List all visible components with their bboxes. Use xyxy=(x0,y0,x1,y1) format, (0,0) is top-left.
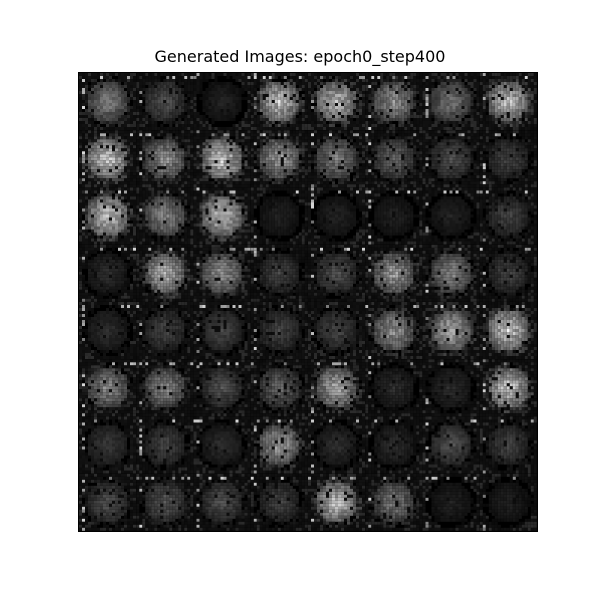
generated-image-tile xyxy=(365,359,423,417)
generated-image-tile xyxy=(479,73,537,130)
generated-image-tile xyxy=(79,302,136,359)
generated-image-tile xyxy=(193,416,251,474)
generated-image-tile xyxy=(193,187,251,245)
generated-image-tile xyxy=(250,244,308,302)
generated-image-tile xyxy=(422,359,480,417)
generated-image-tile xyxy=(193,130,251,188)
generated-image-tile xyxy=(422,73,480,130)
generated-image-tile xyxy=(479,244,537,302)
generated-image-tile xyxy=(193,244,251,302)
generated-image-tile xyxy=(193,359,251,417)
generated-image-tile xyxy=(365,244,423,302)
generated-image-tile xyxy=(250,416,308,474)
generated-image-tile xyxy=(422,302,480,359)
generated-image-tile xyxy=(250,302,308,359)
generated-image-tile xyxy=(479,187,537,245)
generated-image-tile xyxy=(365,130,423,188)
generated-image-tile xyxy=(193,302,251,359)
generated-image-tile xyxy=(308,244,365,302)
generated-image-tile xyxy=(136,359,194,417)
generated-image-tile xyxy=(479,416,537,474)
generated-image-tile xyxy=(308,302,365,359)
generated-image-tile xyxy=(79,187,136,245)
generated-image-tile xyxy=(479,302,537,359)
generated-image-tile xyxy=(365,73,423,130)
generated-image-tile xyxy=(136,73,194,130)
generated-image-tile xyxy=(422,416,480,474)
generated-image-tile xyxy=(136,473,194,531)
generated-image-tile xyxy=(308,416,365,474)
generated-image-tile xyxy=(308,359,365,417)
generated-image-tile xyxy=(79,416,136,474)
generated-image-tile xyxy=(422,473,480,531)
generated-image-tile xyxy=(422,130,480,188)
generated-image-tile xyxy=(79,473,136,531)
generated-image-tile xyxy=(422,187,480,245)
generated-image-tile xyxy=(365,187,423,245)
generated-image-tile xyxy=(308,130,365,188)
generated-image-tile xyxy=(365,302,423,359)
generated-image-tile xyxy=(79,130,136,188)
generated-image-tile xyxy=(479,130,537,188)
figure-title: Generated Images: epoch0_step400 xyxy=(0,46,600,68)
generated-image-tile xyxy=(479,359,537,417)
generated-image-tile xyxy=(250,73,308,130)
generated-image-tile xyxy=(136,416,194,474)
generated-image-tile xyxy=(79,244,136,302)
generated-image-tile xyxy=(79,73,136,130)
generated-image-tile xyxy=(136,130,194,188)
generated-image-tile xyxy=(422,244,480,302)
generated-image-tile xyxy=(136,302,194,359)
generated-image-tile xyxy=(308,187,365,245)
generated-image-tile xyxy=(479,473,537,531)
generated-images-canvas xyxy=(79,73,537,531)
generated-image-tile xyxy=(250,359,308,417)
generated-image-tile xyxy=(365,416,423,474)
generated-image-tile xyxy=(136,244,194,302)
generated-image-tile xyxy=(250,473,308,531)
generated-image-tile xyxy=(308,73,365,130)
generated-images-grid xyxy=(78,72,538,532)
generated-image-tile xyxy=(136,187,194,245)
generated-image-tile xyxy=(193,473,251,531)
generated-image-tile xyxy=(250,130,308,188)
generated-image-tile xyxy=(308,473,365,531)
generated-image-tile xyxy=(193,73,251,130)
generated-image-tile xyxy=(79,359,136,417)
generated-image-tile xyxy=(365,473,423,531)
generated-image-tile xyxy=(250,187,308,245)
